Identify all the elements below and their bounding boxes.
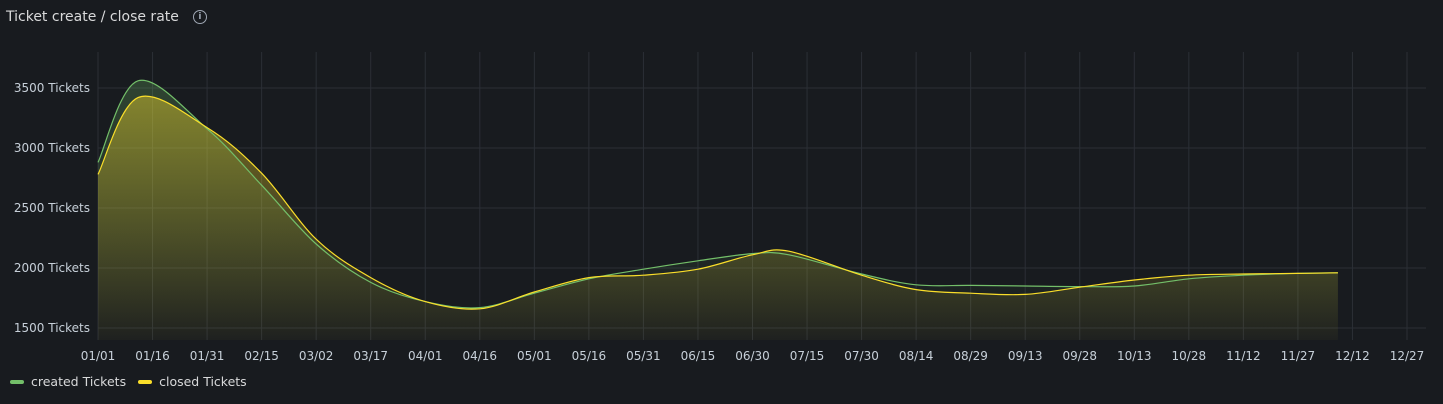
x-tick-label: 10/28 — [1172, 349, 1207, 363]
x-tick-label: 08/14 — [899, 349, 934, 363]
y-tick-label: 3500 Tickets — [14, 81, 90, 95]
x-tick-label: 03/17 — [353, 349, 388, 363]
series-created-line — [97, 79, 1338, 309]
x-tick-label: 06/30 — [735, 349, 770, 363]
x-tick-label: 11/27 — [1281, 349, 1316, 363]
x-tick-label: 09/28 — [1062, 349, 1097, 363]
panel-title: Ticket create / close rate — [6, 9, 179, 25]
x-tick-label: 09/13 — [1008, 349, 1043, 363]
series-closed-line — [97, 95, 1338, 310]
legend: created Tickets closed Tickets — [10, 374, 247, 389]
x-tick-label: 05/31 — [626, 349, 661, 363]
legend-item-created[interactable]: created Tickets — [10, 374, 126, 389]
line-layer — [97, 79, 1338, 310]
x-tick-label: 05/16 — [572, 349, 607, 363]
x-tick-label: 01/16 — [135, 349, 170, 363]
x-tick-label: 01/31 — [190, 349, 225, 363]
series-closed-area — [98, 96, 1338, 340]
x-tick-label: 04/01 — [408, 349, 443, 363]
legend-label-created: created Tickets — [31, 374, 127, 389]
x-tick-label: 03/02 — [299, 349, 334, 363]
y-tick-label: 2500 Tickets — [14, 201, 90, 215]
x-tick-label: 01/01 — [81, 349, 116, 363]
x-tick-label: 12/12 — [1335, 349, 1370, 363]
y-tick-label: 3000 Tickets — [14, 141, 90, 155]
area-layer — [98, 80, 1338, 340]
chart-plot[interactable]: 1500 Tickets 2000 Tickets 2500 Tickets 3000… — [0, 0, 1443, 374]
legend-label-closed: closed Tickets — [159, 374, 247, 389]
info-icon[interactable]: i — [192, 10, 207, 24]
legend-swatch-created — [10, 379, 24, 384]
x-tick-label: 12/27 — [1390, 349, 1425, 363]
y-tick-label: 1500 Tickets — [14, 321, 90, 335]
x-tick-label: 05/01 — [517, 349, 552, 363]
x-tick-label: 07/15 — [790, 349, 825, 363]
panel-header: Ticket create / close rate i — [6, 6, 207, 28]
legend-item-closed[interactable]: closed Tickets — [138, 374, 247, 389]
x-tick-label: 06/15 — [681, 349, 716, 363]
x-tick-label: 08/29 — [953, 349, 988, 363]
x-tick-label: 07/30 — [844, 349, 879, 363]
x-axis: 01/01 01/16 01/31 02/15 03/02 03/17 04/01 04/16… — [81, 349, 1425, 363]
x-tick-label: 10/13 — [1117, 349, 1152, 363]
x-tick-label: 11/12 — [1226, 349, 1261, 363]
legend-swatch-closed — [138, 379, 153, 384]
y-tick-label: 2000 Tickets — [14, 261, 90, 275]
y-axis: 1500 Tickets 2000 Tickets 2500 Tickets 3000… — [14, 81, 90, 335]
x-tick-label: 02/15 — [244, 349, 279, 363]
x-tick-label: 04/16 — [462, 349, 497, 363]
